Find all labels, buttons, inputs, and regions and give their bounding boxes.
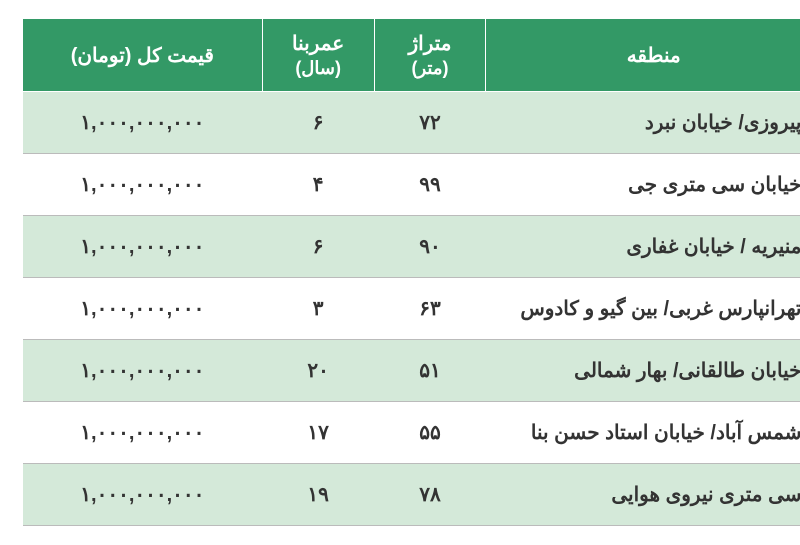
cell-price: ۱,۰۰۰,۰۰۰,۰۰۰ [23,278,263,340]
table-row: منیریه / خیابان غفاری ۹۰ ۶ ۱,۰۰۰,۰۰۰,۰۰۰ [23,216,800,278]
header-region: منطقه [486,19,800,92]
cell-age: ۲۰ [262,340,374,402]
cell-area: ۷۸ [374,464,486,526]
cell-price: ۱,۰۰۰,۰۰۰,۰۰۰ [23,154,263,216]
table-row: شمس آباد/ خیابان استاد حسن بنا ۵۵ ۱۷ ۱,۰… [23,402,800,464]
price-table-container: منطقه متراژ (متر) عمربنا (سال) قیمت کل (… [22,18,800,526]
cell-region: خیابان سی متری جی [486,154,800,216]
cell-area: ۶۳ [374,278,486,340]
cell-area: ۹۰ [374,216,486,278]
table-row: تهرانپارس غربی/ بین گیو و کادوس ۶۳ ۳ ۱,۰… [23,278,800,340]
table-row: خیابان طالقانی/ بهار شمالی ۵۱ ۲۰ ۱,۰۰۰,۰… [23,340,800,402]
cell-area: ۷۲ [374,92,486,154]
cell-region: خیابان طالقانی/ بهار شمالی [486,340,800,402]
cell-price: ۱,۰۰۰,۰۰۰,۰۰۰ [23,216,263,278]
cell-region: سی متری نیروی هوایی [486,464,800,526]
cell-region: تهرانپارس غربی/ بین گیو و کادوس [486,278,800,340]
header-price: قیمت کل (تومان) [23,19,263,92]
cell-area: ۹۹ [374,154,486,216]
cell-age: ۴ [262,154,374,216]
header-area: متراژ (متر) [374,19,486,92]
cell-region: شمس آباد/ خیابان استاد حسن بنا [486,402,800,464]
cell-age: ۱۹ [262,464,374,526]
cell-area: ۵۱ [374,340,486,402]
cell-price: ۱,۰۰۰,۰۰۰,۰۰۰ [23,464,263,526]
table-body: پیروزی/ خیابان نبرد ۷۲ ۶ ۱,۰۰۰,۰۰۰,۰۰۰ خ… [23,92,800,526]
cell-age: ۶ [262,92,374,154]
header-age: عمربنا (سال) [262,19,374,92]
cell-region: پیروزی/ خیابان نبرد [486,92,800,154]
cell-price: ۱,۰۰۰,۰۰۰,۰۰۰ [23,402,263,464]
cell-region: منیریه / خیابان غفاری [486,216,800,278]
price-table: منطقه متراژ (متر) عمربنا (سال) قیمت کل (… [22,18,800,526]
cell-price: ۱,۰۰۰,۰۰۰,۰۰۰ [23,340,263,402]
cell-price: ۱,۰۰۰,۰۰۰,۰۰۰ [23,92,263,154]
table-row: سی متری نیروی هوایی ۷۸ ۱۹ ۱,۰۰۰,۰۰۰,۰۰۰ [23,464,800,526]
table-header-row: منطقه متراژ (متر) عمربنا (سال) قیمت کل (… [23,19,800,92]
cell-age: ۳ [262,278,374,340]
table-row: پیروزی/ خیابان نبرد ۷۲ ۶ ۱,۰۰۰,۰۰۰,۰۰۰ [23,92,800,154]
cell-area: ۵۵ [374,402,486,464]
cell-age: ۶ [262,216,374,278]
cell-age: ۱۷ [262,402,374,464]
table-row: خیابان سی متری جی ۹۹ ۴ ۱,۰۰۰,۰۰۰,۰۰۰ [23,154,800,216]
